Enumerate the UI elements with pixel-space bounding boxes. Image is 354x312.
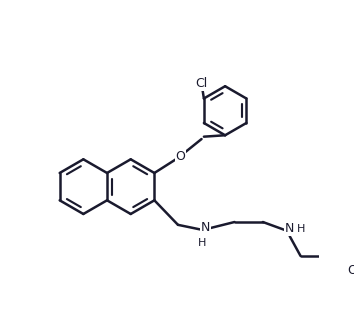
Text: N: N: [201, 221, 210, 234]
Text: H: H: [297, 224, 306, 234]
Text: O: O: [175, 150, 185, 163]
Text: OH: OH: [347, 264, 354, 277]
Text: Cl: Cl: [195, 77, 208, 90]
Text: H: H: [198, 238, 207, 248]
Text: N: N: [285, 222, 295, 235]
